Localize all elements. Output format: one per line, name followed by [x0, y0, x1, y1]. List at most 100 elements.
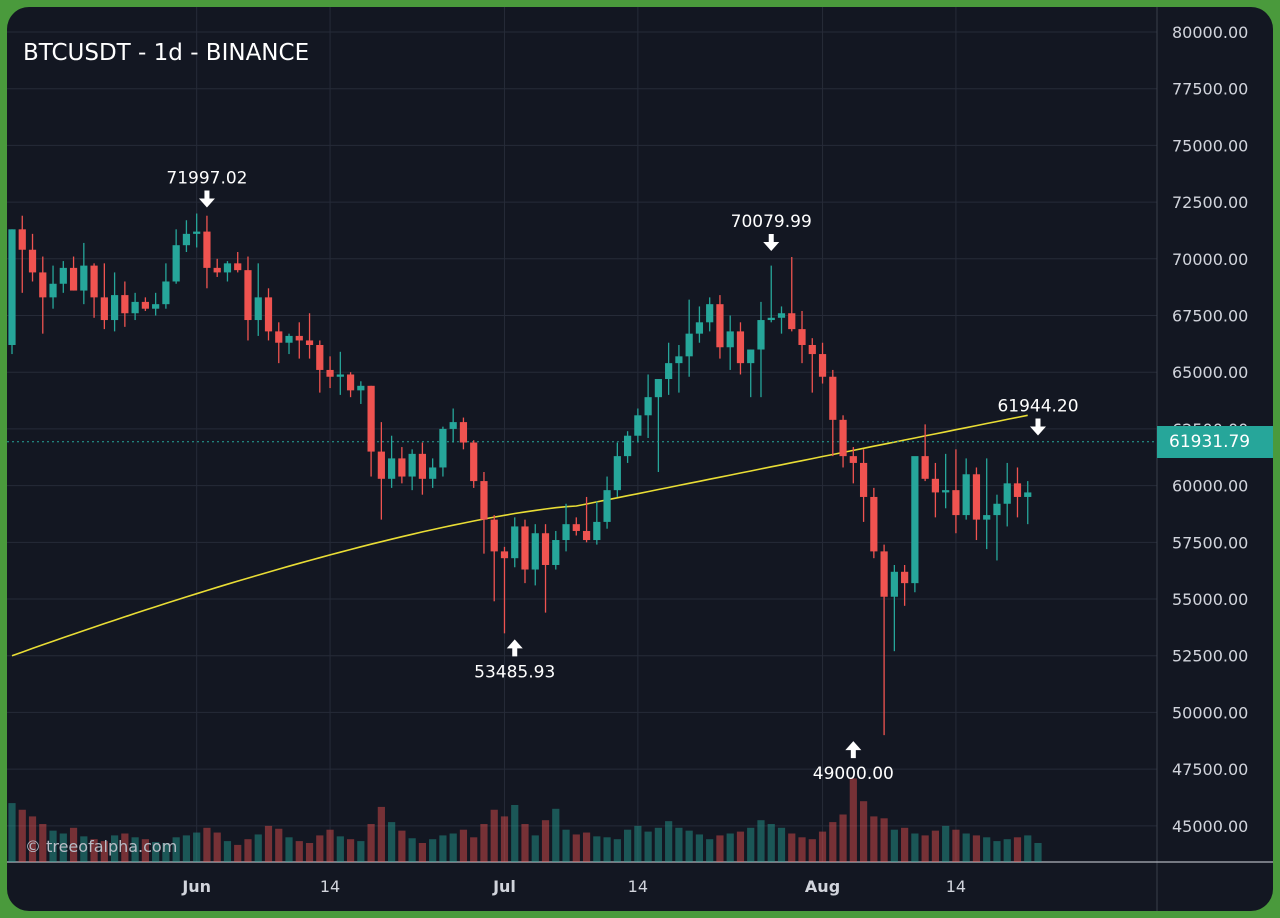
candle-body: [839, 419, 847, 457]
volume-bar: [870, 816, 878, 862]
candle: [141, 297, 149, 311]
arrow-up-icon: [506, 639, 523, 657]
candle-body: [100, 297, 108, 321]
candle-body: [357, 385, 365, 391]
y-tick-label: 75000.00: [1172, 136, 1248, 155]
candle: [890, 564, 898, 652]
annotation-label: 49000.00: [813, 764, 894, 784]
candle: [531, 524, 539, 586]
volume-bar: [552, 808, 560, 862]
candle-body: [346, 374, 355, 391]
candle-body: [572, 524, 580, 531]
volume-bar: [901, 827, 909, 862]
x-axis-labels: Jun 14 Jul 14 Aug 14: [181, 877, 966, 896]
volume-bar: [8, 803, 16, 862]
volume-bar: [808, 839, 816, 862]
volume-bar: [121, 833, 129, 862]
candle: [418, 442, 426, 495]
candle: [449, 408, 457, 443]
candle: [357, 381, 365, 404]
candle-body: [141, 301, 149, 309]
candle: [541, 524, 550, 613]
candle: [747, 349, 755, 398]
candle: [254, 263, 262, 336]
volume-bar: [511, 805, 519, 862]
candle: [346, 372, 355, 398]
candle: [552, 530, 560, 570]
candle: [613, 442, 621, 497]
volume-bar: [449, 833, 457, 862]
candle: [859, 449, 868, 522]
candle-body: [295, 335, 303, 341]
candle-body: [685, 333, 693, 357]
volume-bar: [203, 827, 211, 862]
candle-body: [972, 474, 981, 520]
candle: [777, 306, 786, 334]
candle-body: [552, 540, 560, 565]
candle-body: [162, 281, 170, 305]
volume-bar: [490, 809, 498, 862]
volume-bar: [131, 837, 139, 862]
candle: [757, 301, 765, 398]
volume-bar: [500, 816, 509, 862]
candle-body: [244, 270, 252, 321]
candle-body: [747, 349, 755, 364]
candle: [234, 252, 242, 273]
candle-body: [39, 272, 47, 298]
candle: [829, 369, 837, 457]
volume-bar: [459, 829, 468, 862]
y-tick-label: 60000.00: [1172, 477, 1248, 496]
candle-body: [726, 331, 734, 348]
candle: [39, 256, 47, 334]
volume-bar: [931, 830, 939, 862]
volume-bar: [39, 824, 47, 862]
candle-body: [449, 422, 457, 429]
gridlines: [7, 7, 1157, 862]
watermark: © treeofalpha.com: [25, 837, 178, 856]
volume-bar: [1034, 843, 1042, 862]
volume-bar: [695, 834, 704, 862]
candle: [706, 297, 714, 332]
candle: [1024, 481, 1032, 525]
candle-body: [716, 304, 724, 348]
y-tick-label: 50000.00: [1172, 703, 1248, 722]
volume-bar: [839, 814, 847, 862]
annotation-label: 71997.02: [166, 169, 247, 189]
x-tick-label: 14: [946, 877, 966, 896]
candle: [408, 449, 416, 491]
candle: [90, 263, 98, 318]
candle: [326, 356, 334, 389]
candle: [244, 256, 252, 341]
candle-body: [1024, 492, 1032, 497]
volume-bars: [8, 778, 1042, 862]
candle: [654, 379, 662, 473]
candle-body: [993, 503, 1001, 516]
volume-bar: [480, 824, 488, 862]
candle-body: [644, 397, 652, 416]
candle: [818, 342, 827, 384]
candle-body: [18, 229, 26, 250]
candles: [8, 213, 1032, 736]
candle: [193, 213, 201, 248]
candle: [736, 322, 745, 375]
volume-bar: [818, 831, 827, 862]
candle-body: [942, 490, 950, 493]
candle-body: [531, 533, 539, 570]
volume-bar: [152, 842, 160, 862]
candle-body: [911, 456, 919, 584]
candle-body: [1013, 483, 1022, 497]
candle-body: [870, 496, 878, 552]
annotation-label: 70079.99: [731, 212, 812, 232]
candle-body: [634, 415, 642, 436]
y-tick-label: 45000.00: [1172, 817, 1248, 836]
candle-body: [480, 481, 488, 520]
candle-body: [182, 233, 191, 246]
candle: [808, 338, 816, 393]
candle: [439, 426, 447, 477]
price-annotation: 70079.99: [731, 212, 812, 251]
volume-bar: [182, 835, 191, 862]
volume-bar: [1013, 837, 1022, 862]
x-tick-label: Aug: [805, 877, 840, 896]
candle: [788, 256, 796, 332]
volume-bar: [736, 831, 745, 862]
